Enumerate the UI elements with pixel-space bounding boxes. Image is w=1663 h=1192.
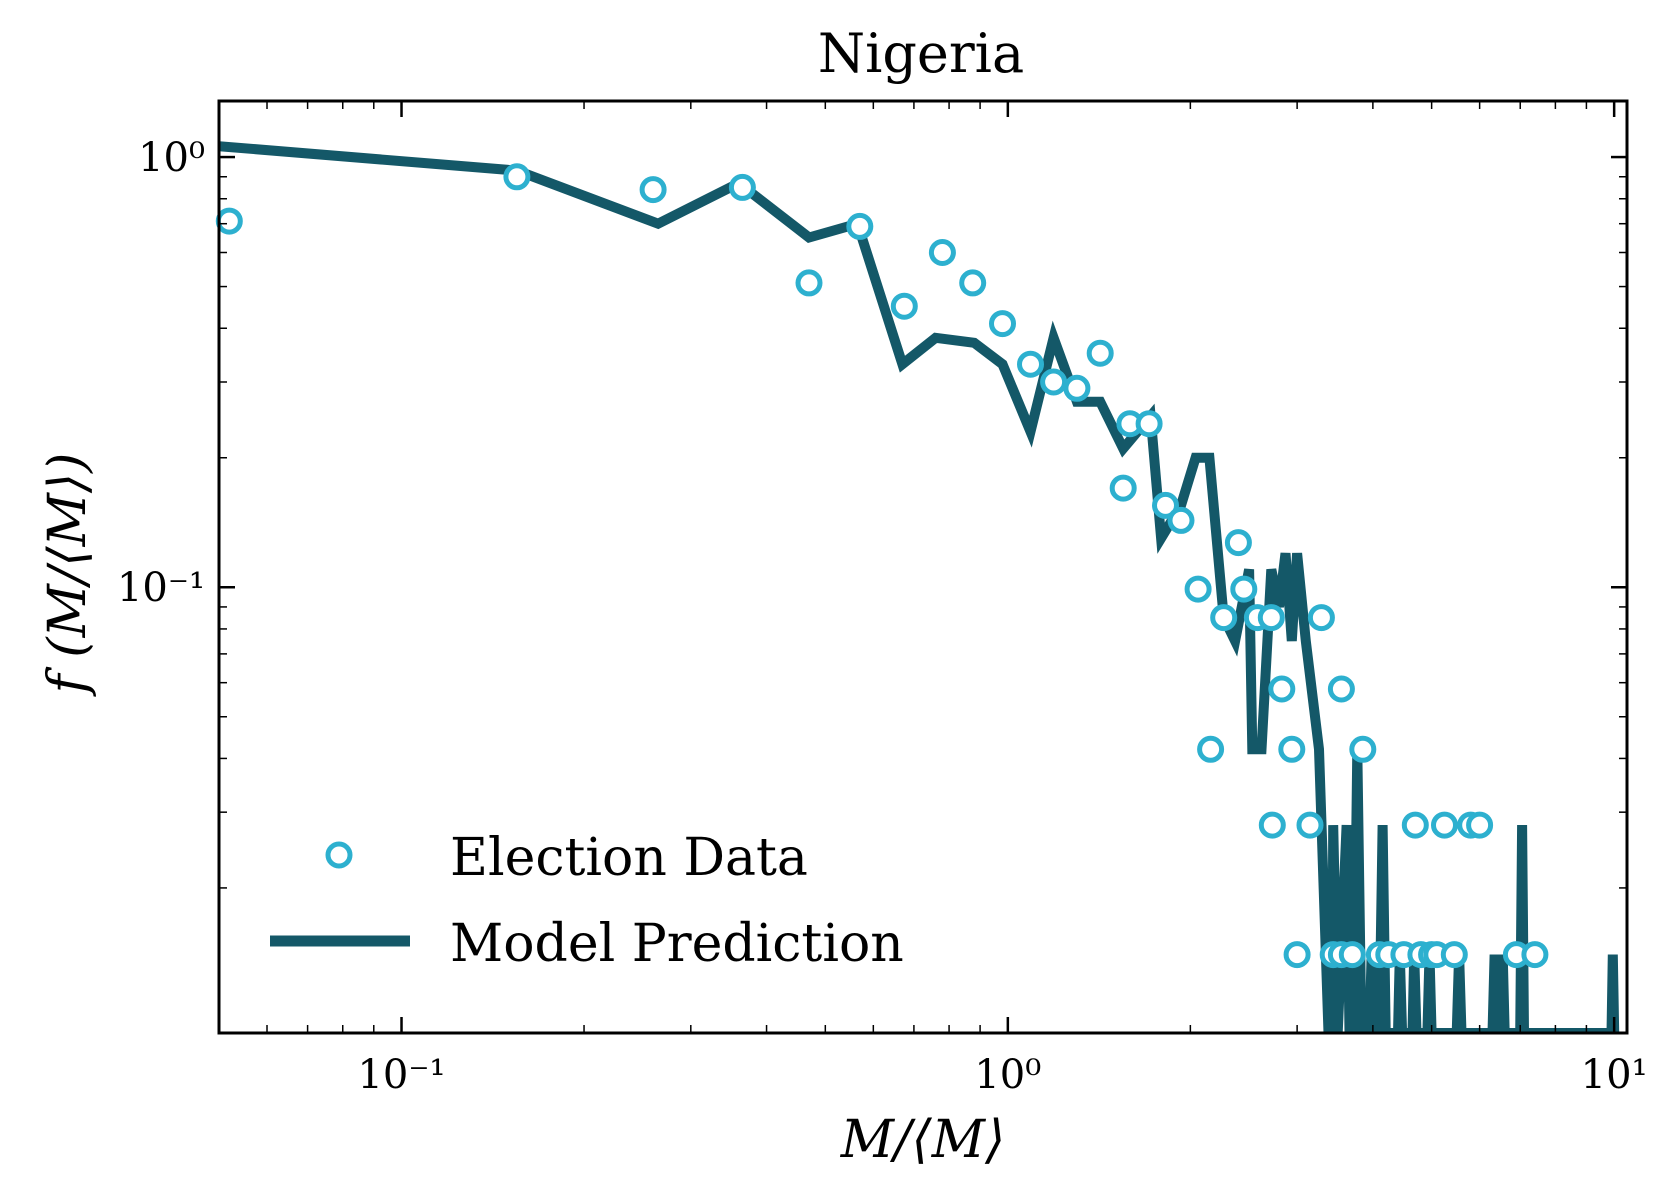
data-point-election-data-47 bbox=[1466, 811, 1494, 839]
legend: Election Data Model Prediction bbox=[270, 828, 904, 974]
data-point-election-data-26 bbox=[1258, 811, 1286, 839]
chart-title: Nigeria bbox=[818, 22, 1024, 85]
data-point-election-data-28 bbox=[1278, 735, 1306, 763]
data-point-election-data-18 bbox=[1167, 506, 1195, 534]
data-point-election-data-14 bbox=[1109, 474, 1137, 502]
x-axis-label: M/⟨M⟩ bbox=[840, 1110, 1006, 1170]
data-point-election-data-6 bbox=[890, 292, 918, 320]
x-tick-label: 10⁰ bbox=[974, 1052, 1041, 1098]
x-tick-label: 10⁻¹ bbox=[357, 1052, 445, 1098]
y-axis-label: f (M/⟨M⟩) bbox=[38, 453, 98, 698]
legend-label-election-data: Election Data bbox=[450, 828, 808, 888]
data-point-election-data-13 bbox=[1086, 339, 1114, 367]
data-point-election-data-30 bbox=[1296, 811, 1324, 839]
data-point-election-data-2 bbox=[639, 176, 667, 204]
data-point-election-data-44 bbox=[1431, 811, 1458, 839]
data-point-election-data-10 bbox=[1017, 350, 1044, 378]
data-point-election-data-33 bbox=[1327, 675, 1355, 703]
data-point-election-data-36 bbox=[1349, 735, 1377, 763]
data-point-election-data-7 bbox=[928, 239, 956, 266]
data-point-election-data-20 bbox=[1197, 735, 1225, 763]
data-point-election-data-21 bbox=[1210, 604, 1238, 632]
data-point-election-data-31 bbox=[1307, 604, 1335, 632]
plot-area bbox=[215, 141, 1620, 1033]
data-point-election-data-17 bbox=[1152, 491, 1179, 519]
data-point-election-data-5 bbox=[846, 212, 874, 240]
data-point-election-data-12 bbox=[1063, 374, 1091, 402]
data-point-election-data-29 bbox=[1283, 941, 1311, 969]
y-tick-label: 10⁰ bbox=[138, 135, 205, 181]
plot-frame bbox=[217, 99, 1629, 1035]
data-point-election-data-45 bbox=[1440, 941, 1468, 969]
data-point-election-data-23 bbox=[1230, 575, 1258, 603]
data-point-election-data-8 bbox=[959, 269, 987, 297]
data-point-election-data-25 bbox=[1257, 604, 1285, 632]
data-point-election-data-9 bbox=[989, 310, 1016, 338]
data-point-election-data-1 bbox=[503, 163, 531, 191]
data-point-election-data-27 bbox=[1268, 675, 1296, 703]
data-point-election-data-19 bbox=[1184, 575, 1212, 603]
data-point-election-data-0 bbox=[215, 207, 243, 235]
legend-label-model-prediction: Model Prediction bbox=[450, 914, 904, 974]
data-point-election-data-16 bbox=[1135, 410, 1163, 438]
legend-marker-election-data bbox=[325, 841, 353, 869]
y-tick-label: 10⁻¹ bbox=[117, 565, 205, 611]
data-point-election-data-35 bbox=[1338, 941, 1366, 969]
data-point-election-data-4 bbox=[795, 269, 823, 297]
data-point-election-data-49 bbox=[1521, 941, 1549, 969]
x-tick-label: 10¹ bbox=[1581, 1052, 1648, 1098]
series-line-model-prediction bbox=[219, 141, 1620, 1033]
data-point-election-data-40 bbox=[1401, 811, 1429, 839]
data-point-election-data-3 bbox=[728, 173, 756, 201]
data-point-election-data-11 bbox=[1040, 368, 1068, 396]
data-point-election-data-22 bbox=[1224, 529, 1252, 557]
axis-ticks: 10⁻¹ 10⁰ 10¹ 10⁻¹ 10⁰ bbox=[117, 101, 1648, 1098]
